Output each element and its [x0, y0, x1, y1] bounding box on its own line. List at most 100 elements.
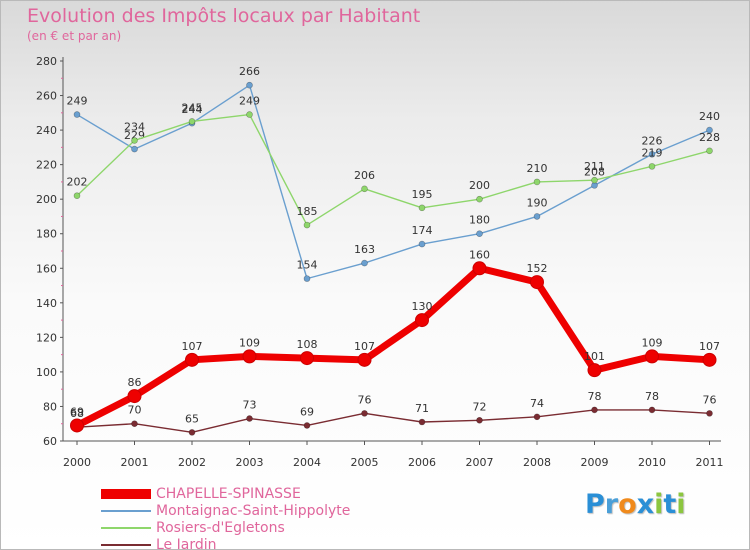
legend-label: Le Jardin	[156, 536, 217, 550]
data-point	[361, 259, 368, 267]
data-label: 107	[699, 340, 720, 353]
data-label: 76	[358, 393, 372, 406]
data-point	[591, 176, 598, 184]
data-point	[300, 351, 314, 366]
series-line	[76, 84, 711, 280]
data-label: 195	[412, 188, 433, 201]
logo-letter: r	[604, 489, 619, 520]
data-point	[648, 150, 656, 158]
data-point	[303, 422, 311, 429]
data-point	[706, 147, 713, 155]
data-label: 69	[300, 405, 314, 418]
data-point	[472, 261, 487, 276]
legend-item: Rosiers-d'Egletons	[101, 519, 350, 536]
data-label: 200	[469, 179, 490, 192]
data-point	[127, 389, 142, 404]
x-tick-label: 2002	[178, 456, 206, 469]
data-point	[131, 137, 138, 144]
chart-subtitle: (en € et par an)	[27, 29, 122, 43]
y-tick-label: 220	[36, 159, 57, 172]
data-point	[246, 111, 253, 118]
data-point	[188, 429, 196, 436]
data-point	[303, 275, 311, 282]
data-label: 74	[530, 397, 544, 410]
series-line	[76, 409, 711, 434]
y-tick-label: 160	[36, 262, 57, 275]
x-tick-label: 2007	[466, 456, 494, 469]
legend-swatch	[101, 526, 151, 529]
data-label: 210	[527, 162, 548, 175]
data-point	[357, 352, 372, 367]
data-point	[706, 126, 713, 134]
data-label: 130	[412, 300, 433, 313]
data-point	[587, 363, 602, 378]
y-tick-label: 200	[36, 193, 57, 206]
data-point	[73, 192, 81, 200]
data-label: 249	[239, 95, 260, 108]
x-tick-label: 2006	[408, 456, 436, 469]
y-tick-label: 60	[43, 435, 57, 448]
x-tick-label: 2003	[236, 456, 264, 469]
data-label: 211	[584, 160, 605, 173]
x-tick-label: 2008	[523, 456, 551, 469]
data-label: 76	[703, 393, 717, 406]
data-point	[533, 413, 541, 421]
data-label: 180	[469, 214, 490, 227]
series-line	[73, 264, 713, 429]
logo-letter: t	[663, 489, 677, 520]
data-label: 101	[584, 350, 605, 363]
logo-letter: P	[585, 489, 605, 520]
x-tick-label: 2000	[63, 456, 91, 469]
data-point	[702, 352, 717, 367]
data-point	[70, 418, 84, 433]
data-label: 78	[645, 390, 659, 403]
data-point	[131, 420, 138, 428]
data-point	[648, 163, 656, 170]
data-label: 107	[182, 340, 203, 353]
data-label: 72	[473, 400, 487, 413]
data-label: 160	[469, 248, 490, 261]
data-label: 71	[415, 402, 429, 415]
legend-item: Le Jardin	[101, 536, 350, 550]
data-point	[185, 352, 199, 367]
data-label: 185	[297, 205, 318, 218]
data-label: 152	[527, 262, 548, 275]
y-tick-label: 140	[36, 297, 57, 310]
data-point	[418, 204, 426, 212]
y-tick-label: 120	[36, 331, 57, 344]
data-point	[476, 230, 483, 238]
data-point	[530, 275, 544, 290]
data-point	[645, 349, 659, 364]
data-point	[533, 213, 541, 220]
chart-title: Evolution des Impôts locaux par Habitant	[27, 5, 421, 27]
data-label: 69	[70, 405, 84, 418]
legend-item: CHAPELLE-SPINASSE	[101, 485, 350, 502]
legend-swatch	[101, 509, 151, 512]
legend-label: Rosiers-d'Egletons	[156, 519, 285, 536]
data-label: 154	[297, 259, 318, 272]
logo-letter: i	[676, 489, 686, 520]
x-tick-label: 2005	[351, 456, 379, 469]
data-label: 68	[70, 407, 84, 420]
data-point	[418, 240, 426, 248]
data-point	[476, 195, 483, 203]
data-label: 226	[642, 134, 663, 147]
data-point	[533, 178, 541, 186]
logo-letter: x	[636, 489, 655, 520]
data-label: 73	[243, 399, 257, 412]
x-tick-label: 2011	[696, 456, 724, 469]
data-label: 206	[354, 169, 375, 182]
proxiti-logo: Proxiti	[585, 489, 686, 520]
data-point	[303, 221, 311, 229]
data-label: 174	[412, 224, 433, 237]
legend-item: Montaignac-Saint-Hippolyte	[101, 502, 350, 519]
data-label: 234	[124, 120, 145, 133]
data-label: 244	[182, 103, 203, 116]
y-tick-label: 240	[36, 124, 57, 137]
data-label: 107	[354, 340, 375, 353]
data-point	[415, 313, 429, 328]
legend-label: Montaignac-Saint-Hippolyte	[156, 502, 351, 519]
y-tick-label: 260	[36, 90, 57, 103]
